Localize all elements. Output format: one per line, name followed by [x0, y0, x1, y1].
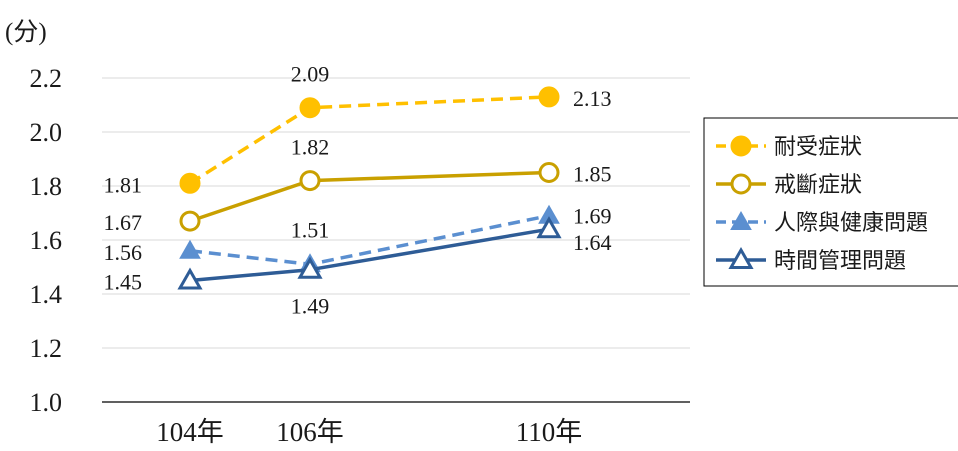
data-label: 1.82 — [291, 135, 330, 160]
data-labels: 1.81 2.09 2.13 1.67 1.82 1.85 1.56 1.51 1.69 1.45… — [104, 62, 612, 319]
data-point — [299, 97, 321, 119]
x-tick-label: 106年 — [276, 417, 344, 446]
data-point — [299, 170, 321, 192]
legend-marker — [730, 135, 752, 157]
y-tick-label: 1.4 — [30, 280, 63, 309]
data-point — [297, 256, 323, 279]
data-label: 1.49 — [291, 294, 330, 319]
data-label: 2.09 — [291, 62, 330, 87]
series-line — [189, 227, 550, 283]
legend-label: 戒斷症狀 — [774, 172, 862, 197]
legend-marker — [730, 210, 752, 230]
data-point — [177, 267, 203, 290]
data-point — [179, 172, 201, 194]
y-tick-label: 1.2 — [30, 334, 63, 363]
legend-marker — [730, 173, 752, 195]
data-label: 1.69 — [573, 204, 612, 229]
legend-marker — [728, 246, 754, 269]
legend-label: 時間管理問題 — [774, 248, 906, 273]
data-label: 1.81 — [104, 172, 143, 197]
data-label: 1.45 — [104, 270, 143, 295]
y-tick-label: 1.8 — [30, 172, 63, 201]
series-line — [189, 95, 550, 185]
data-label: 1.51 — [291, 217, 330, 242]
data-point — [538, 86, 560, 108]
data-label: 1.64 — [573, 230, 612, 255]
x-tick-label: 110年 — [516, 417, 583, 446]
legend-label: 人際與健康問題 — [774, 210, 928, 235]
data-label: 1.85 — [573, 162, 612, 187]
y-tick-label: 1.6 — [30, 226, 63, 255]
data-label: 2.13 — [573, 86, 612, 111]
y-tick-label: 2.0 — [30, 118, 63, 147]
legend-label: 耐受症狀 — [774, 134, 862, 159]
x-tick-label: 104年 — [156, 417, 224, 446]
data-label: 1.56 — [104, 240, 143, 265]
y-tick-label: 2.2 — [30, 64, 63, 93]
series-line — [189, 170, 550, 223]
axes: 1.0 1.2 1.4 1.6 1.8 2.0 2.2 104年 106年 110年 — [30, 64, 690, 447]
data-point — [179, 239, 201, 259]
data-point — [536, 216, 562, 239]
data-point — [538, 162, 560, 183]
y-unit-label: (分) — [5, 18, 47, 46]
data-point — [179, 210, 201, 232]
y-tick-label: 1.0 — [30, 388, 63, 417]
series-layer — [177, 86, 562, 290]
data-label: 1.67 — [104, 210, 143, 235]
